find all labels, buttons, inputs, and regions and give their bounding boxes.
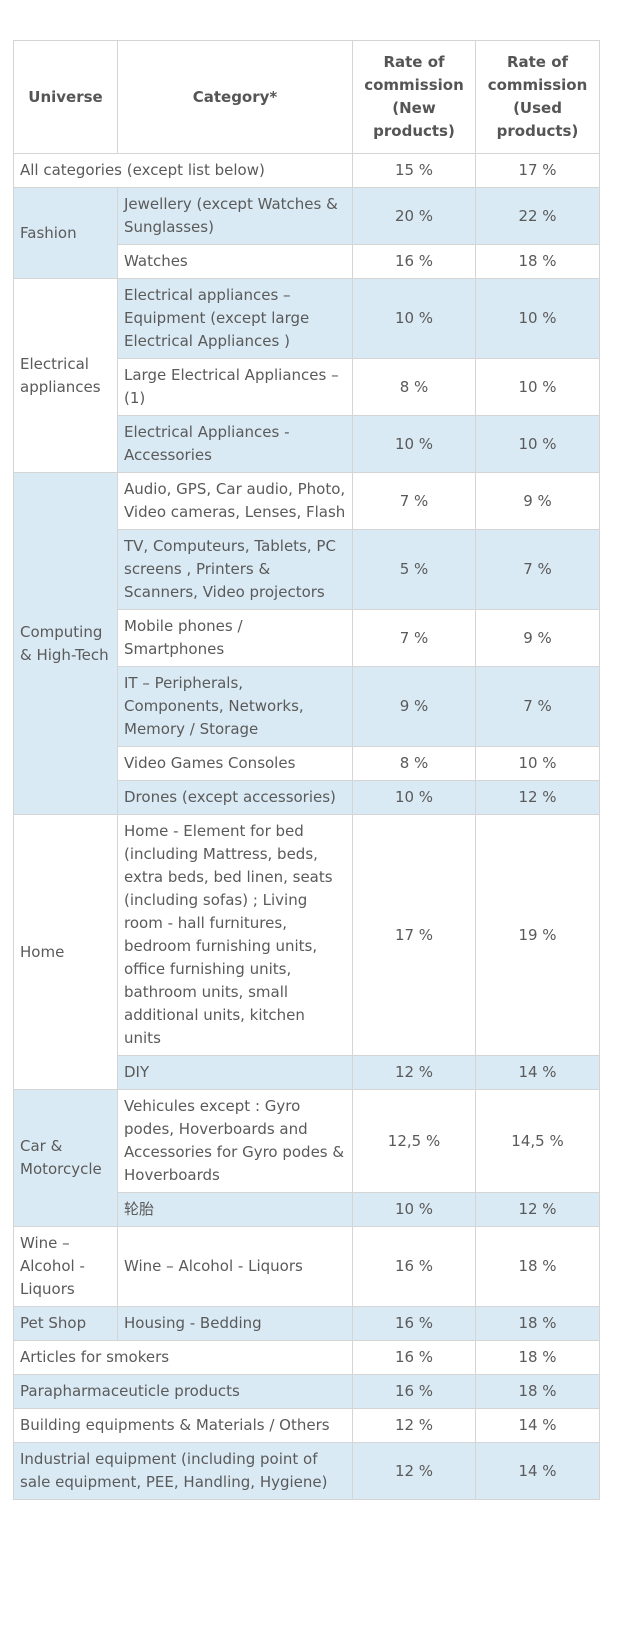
rate-used-cell: 9 % — [475, 609, 600, 667]
category-cell: IT – Peripherals, Components, Networks, … — [117, 666, 353, 747]
rate-new-cell: 10 % — [352, 278, 476, 359]
category-cell: Large Electrical Appliances – (1) — [117, 358, 353, 416]
table-row: Parapharmaceuticle products 16 % 18 % — [13, 1374, 600, 1409]
rate-used-cell: 18 % — [475, 1306, 600, 1341]
category-cell: Parapharmaceuticle products — [13, 1374, 353, 1409]
category-cell: Electrical appliances – Equipment (excep… — [117, 278, 353, 359]
commission-table: Universe Category* Rate of commission (N… — [13, 40, 600, 1500]
table-row: Computing & High-Tech Audio, GPS, Car au… — [13, 472, 600, 815]
rate-new-cell: 12 % — [352, 1055, 476, 1090]
universe-cell: Computing & High-Tech — [13, 472, 118, 815]
rate-new-cell: 7 % — [352, 609, 476, 667]
table-row: 轮胎 10 % 12 % — [13, 1192, 600, 1227]
universe-cell: Pet Shop — [13, 1306, 118, 1341]
rate-used-cell: 14 % — [475, 1055, 600, 1090]
rate-used-cell: 7 % — [475, 666, 600, 747]
rate-used-cell: 10 % — [475, 746, 600, 781]
rate-used-cell: 17 % — [475, 153, 600, 188]
rate-used-cell: 10 % — [475, 358, 600, 416]
rate-new-cell: 12 % — [352, 1408, 476, 1443]
category-cell: Building equipments & Materials / Others — [13, 1408, 353, 1443]
category-cell: Articles for smokers — [13, 1340, 353, 1375]
table-row: Home Home - Element for bed (including M… — [13, 814, 600, 1090]
table-row: Fashion Jewellery (except Watches & Sung… — [13, 187, 600, 279]
category-cell: Electrical Appliances - Accessories — [117, 415, 353, 473]
rate-new-cell: 20 % — [352, 187, 476, 245]
category-cell: Audio, GPS, Car audio, Photo, Video came… — [117, 472, 353, 530]
category-cell: Watches — [117, 244, 353, 279]
rate-used-cell: 14 % — [475, 1408, 600, 1443]
rate-used-cell: 14 % — [475, 1442, 600, 1500]
table-row: Building equipments & Materials / Others… — [13, 1408, 600, 1443]
rate-used-cell: 18 % — [475, 1374, 600, 1409]
rate-new-cell: 9 % — [352, 666, 476, 747]
rate-new-cell: 16 % — [352, 244, 476, 279]
category-cell: All categories (except list below) — [13, 153, 353, 188]
rate-used-cell: 19 % — [475, 814, 600, 1056]
rate-new-cell: 5 % — [352, 529, 476, 610]
table-row: Wine – Alcohol - Liquors Wine – Alcohol … — [13, 1226, 600, 1307]
rate-new-cell: 10 % — [352, 415, 476, 473]
rate-new-cell: 15 % — [352, 153, 476, 188]
category-cell: Wine – Alcohol - Liquors — [117, 1226, 353, 1307]
rate-new-cell: 16 % — [352, 1226, 476, 1307]
header-rate-used: Rate of commission (Used products) — [475, 40, 600, 154]
universe-cell: Fashion — [13, 187, 118, 279]
table-row: Electrical appliances Electrical applian… — [13, 278, 600, 473]
header-category: Category* — [117, 40, 353, 154]
rate-used-cell: 10 % — [475, 415, 600, 473]
rate-used-cell: 14,5 % — [475, 1089, 600, 1193]
category-cell: Industrial equipment (including point of… — [13, 1442, 353, 1500]
rate-used-cell: 9 % — [475, 472, 600, 530]
commission-table-container: Universe Category* Rate of commission (N… — [13, 40, 600, 1500]
category-cell: Video Games Consoles — [117, 746, 353, 781]
rate-used-cell: 7 % — [475, 529, 600, 610]
category-cell: 轮胎 — [117, 1192, 353, 1227]
universe-cell: Car & Motorcycle — [13, 1089, 118, 1227]
category-cell: DIY — [117, 1055, 353, 1090]
rate-new-cell: 10 % — [352, 1192, 476, 1227]
table-row: All categories (except list below) 15 % … — [13, 153, 600, 188]
table-row: Industrial equipment (including point of… — [13, 1442, 600, 1500]
universe-cell: Electrical appliances — [13, 278, 118, 473]
rate-new-cell: 16 % — [352, 1306, 476, 1341]
category-cell: Jewellery (except Watches & Sunglasses) — [117, 187, 353, 245]
category-cell: Housing - Bedding — [117, 1306, 353, 1341]
universe-cell: Wine – Alcohol - Liquors — [13, 1226, 118, 1307]
category-cell: Vehicules except : Gyro podes, Hoverboar… — [117, 1089, 353, 1193]
rate-new-cell: 8 % — [352, 746, 476, 781]
rate-used-cell: 18 % — [475, 1340, 600, 1375]
rate-used-cell: 10 % — [475, 278, 600, 359]
rate-used-cell: 22 % — [475, 187, 600, 245]
rate-new-cell: 16 % — [352, 1340, 476, 1375]
header-row: Universe Category* Rate of commission (N… — [13, 40, 600, 154]
rate-new-cell: 8 % — [352, 358, 476, 416]
rate-new-cell: 7 % — [352, 472, 476, 530]
table-row: Drones (except accessories) 10 % 12 % — [13, 780, 600, 815]
table-row: Car & Motorcycle Vehicules except : Gyro… — [13, 1089, 600, 1227]
category-cell: Drones (except accessories) — [117, 780, 353, 815]
table-row: Watches 16 % 18 % — [13, 244, 600, 279]
rate-new-cell: 16 % — [352, 1374, 476, 1409]
rate-used-cell: 12 % — [475, 780, 600, 815]
rate-new-cell: 10 % — [352, 780, 476, 815]
category-cell: Home - Element for bed (including Mattre… — [117, 814, 353, 1056]
rate-new-cell: 17 % — [352, 814, 476, 1056]
rate-new-cell: 12 % — [352, 1442, 476, 1500]
rate-used-cell: 18 % — [475, 1226, 600, 1307]
rate-used-cell: 18 % — [475, 244, 600, 279]
rate-new-cell: 12,5 % — [352, 1089, 476, 1193]
table-row: Pet Shop Housing - Bedding 16 % 18 % — [13, 1306, 600, 1341]
rate-used-cell: 12 % — [475, 1192, 600, 1227]
table-row: Articles for smokers 16 % 18 % — [13, 1340, 600, 1375]
header-rate-new: Rate of commission (New products) — [352, 40, 476, 154]
category-cell: Mobile phones / Smartphones — [117, 609, 353, 667]
header-universe: Universe — [13, 40, 118, 154]
universe-cell: Home — [13, 814, 118, 1090]
category-cell: TV, Computeurs, Tablets, PC screens , Pr… — [117, 529, 353, 610]
